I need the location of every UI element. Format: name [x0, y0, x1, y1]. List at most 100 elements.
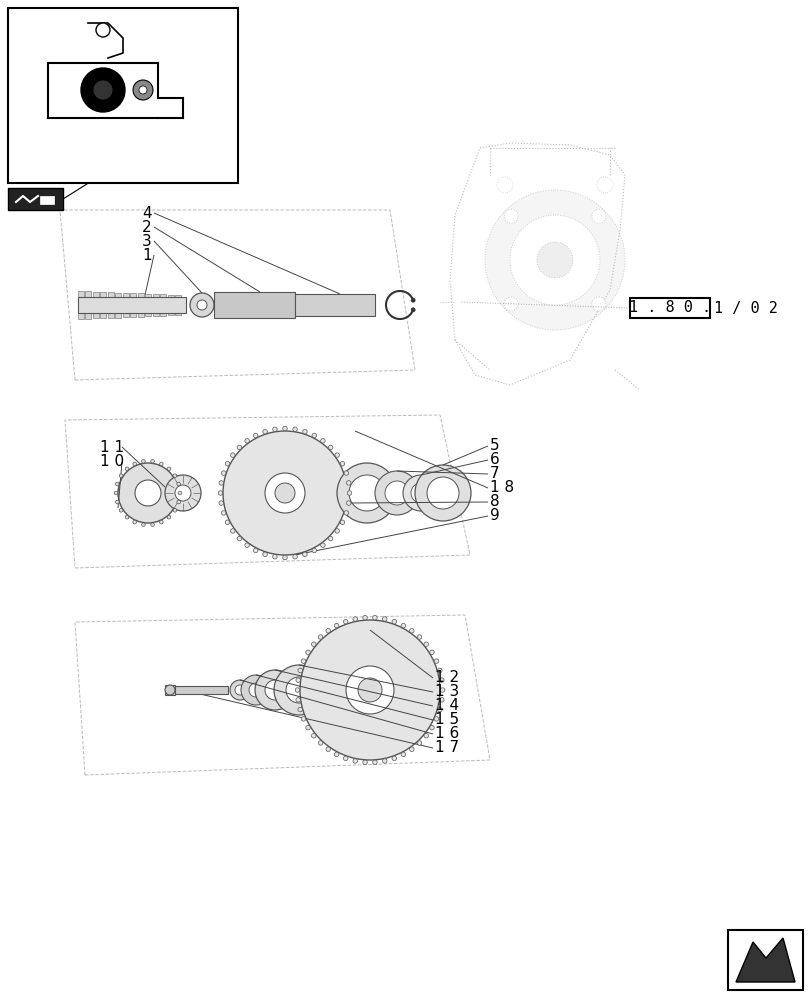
Circle shape [301, 717, 306, 721]
Circle shape [303, 429, 307, 434]
Circle shape [221, 511, 225, 515]
Circle shape [141, 523, 145, 526]
Circle shape [125, 467, 129, 471]
Text: 7: 7 [489, 466, 499, 482]
Circle shape [301, 659, 306, 663]
Circle shape [392, 619, 396, 624]
Circle shape [306, 650, 310, 655]
Circle shape [596, 177, 612, 193]
Circle shape [173, 474, 177, 477]
Circle shape [382, 617, 387, 621]
Circle shape [303, 552, 307, 557]
Circle shape [177, 500, 180, 504]
Circle shape [249, 683, 263, 697]
Circle shape [337, 463, 397, 523]
Circle shape [253, 548, 258, 553]
Circle shape [241, 675, 271, 705]
Circle shape [285, 677, 311, 703]
Bar [131, 293, 136, 317]
Circle shape [178, 491, 182, 495]
Circle shape [423, 734, 428, 738]
Circle shape [293, 427, 297, 432]
Circle shape [264, 680, 285, 700]
Circle shape [151, 523, 154, 526]
Circle shape [133, 462, 136, 466]
Circle shape [440, 688, 444, 692]
Bar [138, 293, 144, 317]
Circle shape [363, 760, 367, 765]
Text: 1: 1 [142, 247, 152, 262]
Circle shape [340, 520, 345, 525]
Circle shape [177, 482, 180, 486]
Circle shape [311, 642, 315, 646]
Circle shape [372, 760, 377, 765]
Text: 1 1: 1 1 [100, 440, 124, 454]
Circle shape [410, 483, 431, 503]
Circle shape [320, 543, 324, 547]
Circle shape [414, 465, 470, 521]
Circle shape [344, 511, 348, 515]
Circle shape [334, 623, 338, 628]
Polygon shape [735, 938, 794, 982]
Circle shape [159, 462, 163, 466]
Circle shape [263, 429, 267, 434]
Circle shape [255, 670, 294, 710]
Bar [115, 292, 122, 318]
Text: 1 / 0 2: 1 / 0 2 [713, 300, 777, 316]
Circle shape [225, 461, 230, 466]
Circle shape [159, 520, 163, 524]
Circle shape [190, 293, 214, 317]
Bar [78, 297, 186, 313]
Circle shape [114, 491, 118, 495]
Circle shape [334, 453, 339, 457]
Circle shape [223, 431, 346, 555]
Circle shape [165, 685, 175, 695]
Circle shape [340, 461, 345, 466]
Circle shape [119, 474, 122, 477]
Circle shape [353, 617, 357, 621]
Circle shape [311, 548, 316, 553]
Circle shape [273, 665, 324, 715]
Bar [78, 291, 84, 319]
Circle shape [93, 80, 113, 100]
Circle shape [372, 615, 377, 620]
Bar [168, 295, 174, 315]
Text: 1 6: 1 6 [435, 726, 459, 742]
Circle shape [427, 477, 458, 509]
Circle shape [282, 426, 287, 431]
Text: 9: 9 [489, 508, 499, 524]
Circle shape [119, 509, 122, 512]
Circle shape [437, 707, 441, 712]
Circle shape [382, 759, 387, 763]
Bar [8, 188, 63, 210]
Circle shape [293, 554, 297, 559]
Bar [40, 196, 54, 204]
Text: 1 3: 1 3 [435, 684, 459, 700]
Text: 1 . 8 0 .: 1 . 8 0 . [629, 300, 710, 316]
Bar [93, 292, 99, 318]
Circle shape [325, 629, 330, 633]
Circle shape [591, 297, 605, 311]
Circle shape [504, 209, 517, 223]
Circle shape [263, 552, 267, 557]
Circle shape [401, 623, 406, 628]
Text: 1 8: 1 8 [489, 481, 513, 495]
Circle shape [343, 619, 348, 624]
Circle shape [402, 475, 439, 511]
Circle shape [591, 209, 605, 223]
Bar [145, 294, 152, 316]
Circle shape [384, 481, 409, 505]
Circle shape [125, 515, 129, 519]
Circle shape [484, 190, 624, 330]
Circle shape [423, 642, 428, 646]
Bar [85, 291, 92, 319]
Bar [294, 294, 375, 316]
Circle shape [167, 515, 170, 519]
Circle shape [306, 725, 310, 730]
Text: 1 0: 1 0 [100, 454, 124, 470]
Circle shape [295, 698, 300, 702]
Text: 8: 8 [489, 494, 499, 510]
Circle shape [118, 463, 178, 523]
Circle shape [141, 460, 145, 463]
Text: 3: 3 [142, 233, 152, 248]
